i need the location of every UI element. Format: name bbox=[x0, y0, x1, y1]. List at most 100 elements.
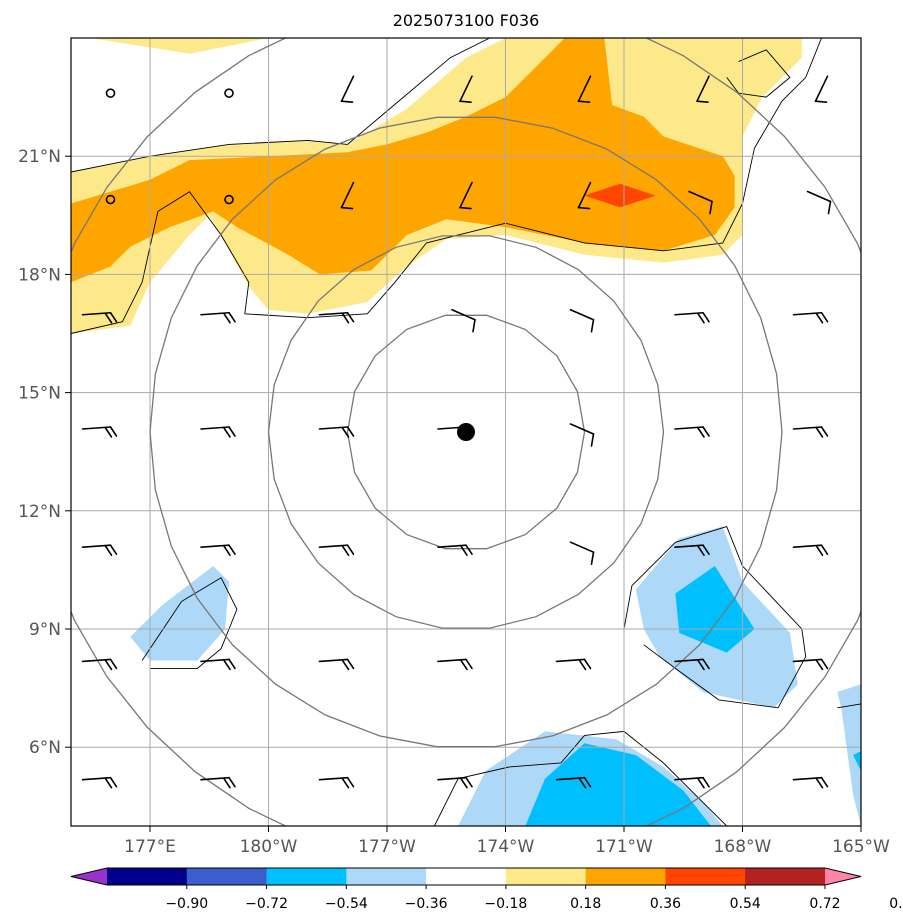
longitude-ticks: 177°E 180°W 177°W 174°W 171°W 168°W 165°W bbox=[124, 826, 890, 857]
wind-barb-e bbox=[200, 658, 236, 671]
contour-line-2 bbox=[726, 49, 791, 98]
lat-tick-label: 9°N bbox=[29, 620, 61, 640]
wind-barb-e bbox=[437, 776, 473, 789]
colorbar: −0.90 −0.72 −0.54 −0.36 −0.18 0.18 0.36 0.54 0.7… bbox=[70, 867, 903, 912]
range-ring-5deg bbox=[267, 235, 665, 629]
contour-line-6 bbox=[433, 730, 728, 826]
colorbar-tick-label: −0.90 bbox=[165, 896, 208, 912]
wind-barb-ne bbox=[577, 181, 592, 210]
wind-barb-e bbox=[555, 776, 592, 789]
positive-core-region-1 bbox=[584, 183, 656, 208]
wind-barb-e bbox=[674, 544, 710, 557]
wind-barb-e bbox=[318, 544, 355, 557]
wind-barb-e bbox=[200, 544, 236, 557]
contour-line-5 bbox=[837, 703, 861, 709]
storm-center-marker bbox=[457, 423, 475, 441]
colorbar-outline bbox=[70, 867, 862, 886]
shaded-fields bbox=[71, 38, 861, 826]
plot-frame bbox=[70, 37, 862, 827]
lon-tick-label: 168°W bbox=[714, 837, 772, 857]
colorbar-tick-label: −0.18 bbox=[484, 896, 527, 912]
lat-tick-label: 21°N bbox=[18, 147, 61, 167]
colorbar-segment bbox=[266, 868, 347, 885]
wind-barb-ne bbox=[459, 75, 473, 103]
wind-barb-e bbox=[555, 658, 592, 671]
wind-barb-ne bbox=[459, 181, 473, 210]
colorbar-extend-high bbox=[825, 868, 861, 885]
contour-line-0 bbox=[71, 38, 490, 173]
negative-core-region-2 bbox=[853, 751, 861, 771]
wind-barb-e bbox=[674, 426, 710, 438]
wind-barb-calm bbox=[224, 88, 234, 98]
colorbar-segment bbox=[505, 868, 587, 885]
wind-barb-e bbox=[674, 311, 710, 324]
wind-barb-e bbox=[200, 311, 236, 324]
colorbar-tick-label: 0.90 bbox=[889, 896, 903, 912]
wind-barb-nw bbox=[451, 308, 476, 333]
wind-barb-nw bbox=[569, 308, 595, 333]
wind-barb-ne bbox=[696, 75, 710, 103]
wind-barb-e bbox=[81, 426, 118, 438]
colorbar-segment bbox=[665, 868, 746, 885]
contour-line-1 bbox=[71, 38, 822, 334]
wind-barb-e bbox=[318, 658, 355, 671]
colorbar-segment bbox=[346, 868, 427, 885]
negative-band-region-2 bbox=[837, 684, 861, 826]
lat-tick-label: 15°N bbox=[18, 384, 61, 404]
wind-barb-e bbox=[81, 311, 118, 324]
lat-tick-label: 18°N bbox=[18, 265, 61, 285]
colorbar-segment bbox=[745, 868, 826, 885]
wind-barb-e bbox=[437, 658, 473, 671]
wind-barb-calm bbox=[105, 194, 116, 205]
negative-core-region-0 bbox=[675, 566, 755, 653]
wind-barb-calm bbox=[105, 88, 116, 98]
wind-barb-e bbox=[792, 311, 829, 324]
lon-tick-label: 180°W bbox=[240, 837, 298, 857]
wind-barb-e bbox=[792, 544, 829, 557]
contour-line-3 bbox=[141, 577, 238, 669]
range-ring-11deg bbox=[71, 38, 861, 826]
wind-barb-calm bbox=[224, 194, 234, 205]
colorbar-segment bbox=[107, 868, 188, 885]
wind-barb-e bbox=[674, 658, 710, 671]
wind-barbs bbox=[81, 75, 832, 789]
colorbar-tick-label: −0.72 bbox=[245, 896, 288, 912]
range-ring-8deg bbox=[149, 116, 783, 748]
wind-barb-e bbox=[792, 426, 829, 438]
wind-barb-e bbox=[792, 658, 829, 671]
range-ring-3deg bbox=[346, 314, 586, 550]
colorbar-tick-label: −0.36 bbox=[405, 896, 448, 912]
lon-tick-label: 177°E bbox=[124, 837, 176, 857]
wind-barb-e bbox=[81, 658, 118, 671]
wind-barb-nw bbox=[688, 190, 713, 215]
colorbar-extend-low bbox=[71, 868, 107, 885]
negative-band-region-0 bbox=[130, 566, 229, 661]
wind-barb-e bbox=[81, 776, 118, 789]
colorbar-segment bbox=[585, 868, 666, 885]
lon-tick-label: 177°W bbox=[358, 837, 416, 857]
lon-tick-label: 174°W bbox=[477, 837, 535, 857]
positive-core-region-0 bbox=[71, 38, 735, 283]
range-rings bbox=[71, 38, 861, 826]
wind-barb-e bbox=[437, 544, 473, 557]
colorbar-segment bbox=[186, 868, 268, 885]
wind-barb-e bbox=[674, 776, 710, 789]
map-title: 2025073100 F036 bbox=[393, 11, 540, 30]
wind-barb-nw bbox=[569, 423, 595, 447]
wind-barb-e bbox=[200, 776, 236, 789]
colorbar-tick-label: 0.54 bbox=[730, 896, 761, 912]
wind-barb-e bbox=[318, 311, 355, 324]
wind-barb-ne bbox=[340, 75, 355, 103]
wind-barb-ne bbox=[814, 75, 829, 103]
lon-tick-label: 171°W bbox=[595, 837, 653, 857]
wind-barb-e bbox=[792, 776, 829, 789]
plot-area bbox=[71, 38, 861, 826]
negative-core-region-1 bbox=[525, 743, 711, 826]
colorbar-segment bbox=[426, 868, 507, 885]
colorbar-tick-label: 0.72 bbox=[809, 896, 840, 912]
lat-tick-label: 6°N bbox=[29, 738, 61, 758]
wind-barb-nw bbox=[806, 190, 832, 215]
wind-barb-e bbox=[200, 426, 236, 438]
wind-barb-ne bbox=[577, 75, 592, 103]
